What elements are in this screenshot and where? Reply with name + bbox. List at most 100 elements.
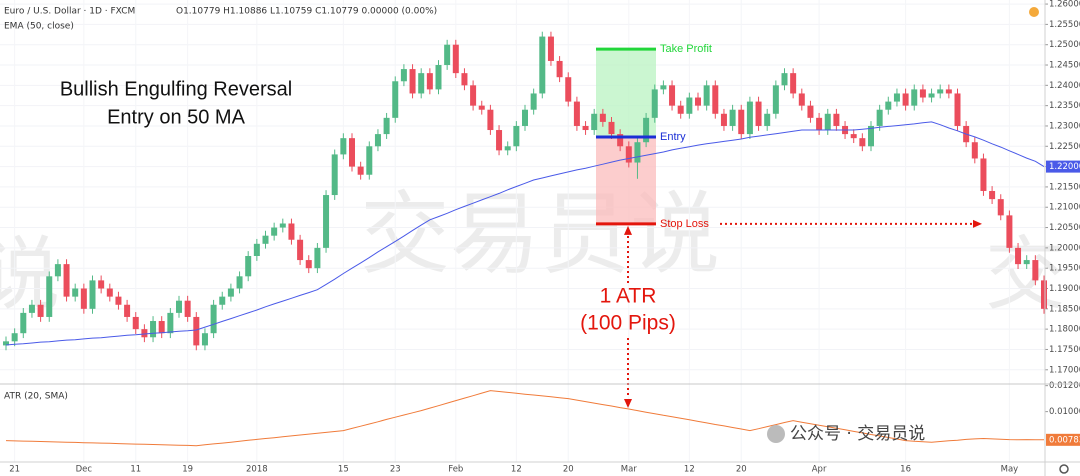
candle-body (997, 199, 1004, 216)
candle-body (236, 276, 243, 289)
x-tick-label: 23 (390, 465, 401, 475)
y-tick-label: 1.19500 (1049, 264, 1080, 274)
candle-body (547, 36, 554, 61)
candle-body (1006, 215, 1013, 248)
candle-body (487, 109, 494, 131)
brand-label: 公众号 · 交易员说 (790, 424, 925, 444)
candle-body (928, 93, 935, 98)
candle-body (89, 280, 96, 309)
candle-body (452, 44, 459, 74)
candle-body (366, 146, 373, 175)
candle-body (444, 44, 451, 66)
candle-body (504, 146, 511, 151)
candle-body (703, 85, 710, 106)
candle-body (755, 101, 762, 126)
settings-icon[interactable] (1059, 464, 1069, 474)
candle-body (746, 101, 753, 135)
candle-body (893, 93, 900, 102)
last-value-tag (1046, 433, 1080, 446)
candle-body (798, 93, 805, 106)
candle-body (522, 109, 528, 126)
plot-layer (3, 31, 1047, 447)
candle-body (63, 264, 70, 297)
candle-body (764, 113, 771, 126)
candle-body (643, 117, 650, 143)
candle-body (945, 89, 952, 94)
candle-body (349, 138, 355, 167)
x-tick-label: 16 (900, 465, 911, 475)
candle-body (210, 304, 217, 334)
x-tick-label: 20 (736, 465, 747, 475)
candle-body (279, 223, 286, 228)
candle-body (426, 73, 433, 90)
candle-body (937, 89, 944, 94)
candle-body (20, 312, 27, 334)
candle-body (729, 109, 736, 126)
candle-body (686, 97, 693, 114)
candle-body (72, 288, 79, 297)
y-tick-label: 1.24500 (1049, 61, 1080, 71)
arrow-head (624, 225, 632, 235)
candle-body (738, 109, 745, 135)
candle-body (677, 105, 684, 114)
candle-body (989, 190, 996, 200)
y-tick-label: 1.23000 (1049, 121, 1080, 131)
ohlc-label: O1.10779 H1.10886 L1.10759 C1.10779 0.00… (176, 7, 437, 17)
x-tick-label: Apr (812, 465, 827, 475)
candle-body (297, 239, 304, 261)
y-tick-label: 1.25000 (1049, 40, 1080, 50)
candle-body (902, 93, 909, 106)
candle-body (790, 73, 797, 94)
candle-body (617, 134, 624, 147)
candle-body (461, 73, 468, 86)
candle-body (599, 113, 606, 122)
symbol-label: Euro / U.S. Dollar · 1D · FXCM (4, 7, 135, 17)
x-tick-label: 12 (511, 465, 522, 475)
candle-body (383, 117, 390, 135)
watermark: 交易员说 (360, 182, 720, 287)
candle-body (1041, 280, 1047, 309)
candle-body (357, 166, 364, 175)
y-tick-label: 1.20500 (1049, 223, 1080, 233)
candle-body (582, 125, 589, 131)
candle-body (219, 296, 226, 305)
candle-body (885, 101, 892, 110)
x-tick-label: 2018 (246, 465, 268, 475)
y-tick-label: 1.22500 (1049, 142, 1080, 152)
candle-body (539, 36, 546, 94)
candle-body (556, 60, 563, 78)
candle-body (150, 321, 157, 338)
candle-body (591, 113, 598, 131)
y-tick-label: 1.17000 (1049, 365, 1080, 375)
x-tick-label: 20 (563, 465, 574, 475)
arrow-head (973, 219, 982, 228)
candle-body (824, 113, 831, 131)
candle-body (565, 77, 572, 102)
candle-body (158, 321, 165, 334)
x-tick-label: Dec (76, 465, 93, 475)
candle-body (54, 264, 61, 277)
indicator-line (5, 121, 1045, 346)
candle-body (712, 85, 719, 114)
candle-body (340, 138, 347, 155)
candle-body (314, 247, 321, 269)
chart-title: Bullish Engulfing Reversal (60, 78, 292, 100)
candle-body (305, 260, 312, 269)
atr-annotation: 1 ATR (600, 285, 657, 308)
y-tick-label: 1.20000 (1049, 243, 1080, 253)
candle-body (513, 125, 520, 147)
candle-body (971, 142, 978, 159)
candle-body (669, 85, 676, 106)
last-value-tag (1046, 160, 1080, 173)
candle-body (374, 134, 381, 147)
scroll-icon[interactable] (1029, 7, 1039, 17)
candle-body (167, 312, 174, 334)
x-tick-label: 19 (182, 465, 193, 475)
atr-annotation: (100 Pips) (580, 312, 676, 335)
candle-body (409, 69, 416, 94)
